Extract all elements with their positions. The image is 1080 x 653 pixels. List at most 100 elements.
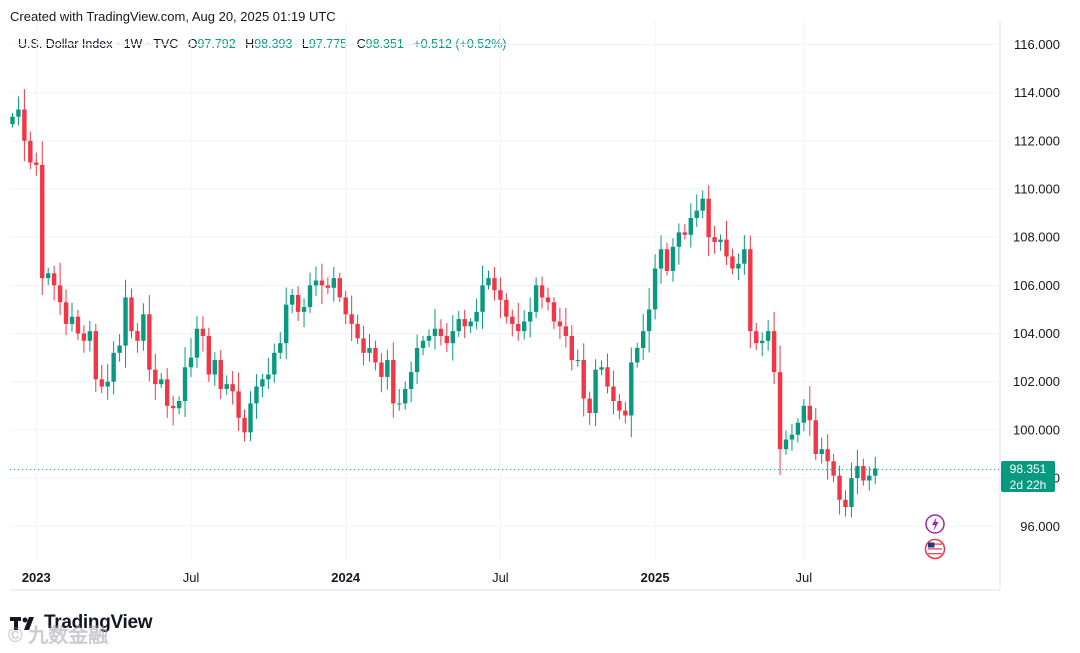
candle-body	[873, 468, 878, 476]
candle-body	[331, 278, 336, 288]
candle-body	[646, 309, 652, 332]
candle-body	[861, 466, 866, 481]
candle-body	[69, 316, 75, 324]
candle-body	[129, 297, 134, 332]
candle-body	[688, 217, 693, 235]
candle-body	[819, 449, 824, 454]
candle-body	[224, 384, 229, 389]
candle-body	[629, 362, 634, 416]
candle-body	[635, 348, 640, 363]
candle-body	[694, 210, 699, 218]
candle-body	[867, 475, 872, 481]
candle-body	[557, 321, 563, 327]
candle-body	[510, 316, 515, 324]
candle-body	[545, 297, 551, 303]
candle-body	[10, 116, 15, 124]
candle-body	[474, 311, 479, 322]
candle-body	[34, 162, 39, 165]
candle-body	[135, 331, 140, 341]
candle-body	[551, 302, 557, 322]
candle-body	[539, 285, 545, 298]
candle-body	[153, 369, 158, 385]
candle-body	[206, 335, 212, 375]
candle-body	[22, 109, 27, 141]
candle-body	[313, 280, 319, 286]
candle-body	[385, 360, 390, 377]
candle-body	[397, 403, 402, 405]
y-tick-label: 100.000	[1013, 422, 1060, 437]
candle-body	[706, 198, 711, 238]
candle-body	[783, 439, 789, 450]
candle-body	[480, 285, 485, 312]
y-tick-label: 106.000	[1013, 278, 1060, 293]
candle-body	[99, 379, 104, 387]
candle-body	[51, 273, 57, 286]
candle-body	[165, 379, 170, 406]
candle-body	[718, 239, 723, 242]
candle-body	[105, 381, 110, 387]
flag-stripe	[928, 548, 942, 550]
candle-body	[527, 311, 533, 322]
candle-body	[81, 333, 87, 341]
candle-body	[724, 239, 729, 257]
candle-body	[272, 352, 277, 375]
candle-body	[325, 285, 331, 288]
flag-stripe	[928, 553, 942, 555]
candle-body	[855, 466, 860, 479]
candle-body	[682, 232, 688, 235]
candle-body	[587, 398, 592, 414]
x-tick-label: 2024	[331, 570, 361, 585]
candle-body	[28, 140, 33, 163]
candle-body	[307, 285, 313, 308]
candle-body	[123, 297, 128, 346]
candle-body	[432, 328, 438, 336]
candle-body	[742, 249, 747, 264]
candle-body	[771, 331, 777, 373]
watermark: © 九数金融	[8, 625, 109, 647]
candle-body	[486, 278, 491, 286]
candle-body	[403, 388, 408, 404]
y-tick-label: 116.000	[1014, 37, 1060, 52]
candle-body	[266, 374, 271, 380]
candle-body	[825, 449, 830, 462]
candle-body	[575, 360, 580, 362]
candle-body	[230, 384, 235, 392]
candle-body	[569, 335, 574, 361]
last-price-value: 98.351	[1009, 462, 1047, 476]
candle-body	[57, 285, 63, 303]
candle-body	[176, 401, 182, 409]
candle-body	[807, 405, 812, 421]
candle-body	[522, 321, 527, 332]
candle-body	[301, 307, 307, 312]
y-tick-label: 96.000	[1020, 519, 1060, 534]
candle-body	[278, 343, 283, 353]
candle-body	[581, 360, 586, 399]
bar-countdown: 2d 22h	[1009, 478, 1047, 492]
flag-canton	[928, 542, 935, 548]
candle-body	[492, 278, 497, 291]
tradingview-logo[interactable]: TradingView	[10, 612, 153, 634]
candle-body	[182, 367, 188, 401]
candle-body	[373, 348, 378, 363]
candle-body	[623, 410, 628, 416]
candle-body	[462, 319, 467, 327]
candle-body	[670, 246, 676, 271]
candle-body	[700, 198, 705, 211]
candle-body	[456, 319, 461, 332]
candle-body	[141, 314, 146, 341]
candle-body	[599, 367, 604, 370]
candle-body	[777, 372, 783, 450]
candle-body	[498, 290, 503, 300]
candle-body	[444, 335, 450, 344]
candle-body	[664, 249, 670, 271]
candle-body	[93, 331, 98, 380]
y-tick-label: 108.000	[1013, 230, 1060, 245]
candle-body	[420, 340, 426, 348]
x-tick-label: 2025	[641, 570, 670, 585]
candle-body	[789, 434, 795, 440]
candle-body	[450, 331, 455, 344]
candle-body	[813, 420, 818, 454]
candle-body	[379, 362, 384, 377]
candle-body	[605, 367, 610, 387]
